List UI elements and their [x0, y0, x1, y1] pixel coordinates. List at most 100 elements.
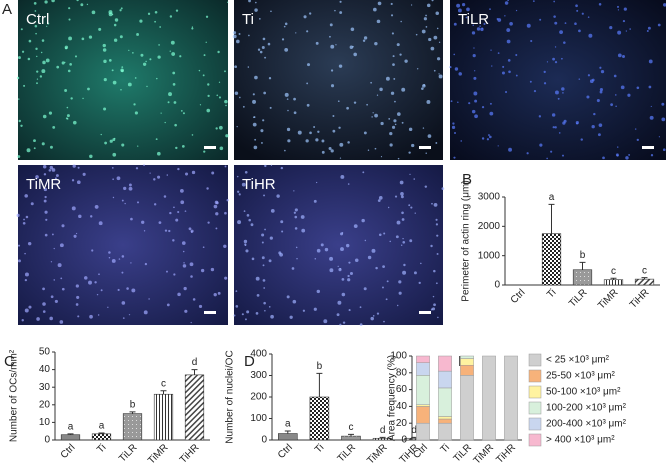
cell — [303, 15, 307, 19]
cell — [34, 24, 38, 28]
cell — [430, 244, 433, 248]
cell — [18, 119, 22, 123]
cell — [134, 111, 138, 115]
cell — [433, 69, 436, 72]
cell — [102, 48, 107, 52]
cell — [599, 66, 602, 69]
cell — [264, 228, 266, 231]
cell — [526, 23, 531, 28]
cell — [473, 76, 477, 80]
cell — [49, 165, 54, 170]
cell — [202, 74, 205, 77]
cell — [380, 156, 383, 158]
cell — [554, 21, 558, 25]
cell — [506, 39, 511, 44]
cell — [662, 148, 666, 152]
cell — [280, 220, 284, 224]
cell — [382, 265, 385, 268]
cell — [302, 309, 306, 312]
cell — [36, 82, 38, 85]
cell — [453, 22, 457, 26]
cell — [431, 202, 433, 205]
cell — [376, 94, 379, 96]
cell — [42, 114, 47, 119]
bar-segment — [438, 355, 452, 372]
cell — [180, 200, 185, 205]
cell — [276, 194, 280, 198]
cell — [136, 33, 139, 36]
y-tick-label: 60 — [396, 384, 408, 395]
cell — [218, 125, 223, 130]
cell — [252, 93, 255, 96]
cell — [262, 37, 266, 41]
cell — [414, 212, 416, 214]
cell — [489, 111, 494, 116]
cell — [286, 295, 290, 299]
cell — [262, 119, 265, 122]
x-tick-label: TiLR — [567, 287, 589, 309]
cell — [87, 87, 90, 91]
cell — [562, 92, 564, 94]
cell — [23, 218, 25, 221]
cell — [610, 103, 614, 107]
cell — [64, 89, 68, 92]
cell — [236, 126, 238, 128]
cell — [389, 143, 393, 147]
cell — [598, 3, 602, 6]
cell — [72, 164, 76, 168]
cell — [533, 90, 537, 93]
cell — [36, 78, 39, 80]
image-label: TiMR — [26, 176, 61, 193]
cell — [166, 174, 169, 176]
cell — [502, 65, 505, 68]
cell — [171, 52, 176, 56]
cell — [121, 271, 124, 274]
cell — [192, 298, 196, 301]
cell — [409, 173, 411, 175]
cell — [82, 172, 86, 176]
cell — [172, 239, 175, 242]
cell — [354, 258, 359, 262]
cell — [68, 18, 71, 21]
cell — [190, 275, 193, 278]
cell — [558, 132, 561, 134]
cell — [258, 17, 261, 20]
cell — [109, 139, 113, 143]
cell — [438, 74, 443, 79]
cell — [390, 2, 393, 6]
cell — [401, 87, 406, 92]
cell — [553, 15, 556, 18]
cell — [68, 36, 73, 41]
micrograph — [450, 0, 666, 160]
cell — [206, 187, 209, 190]
cell — [286, 98, 289, 100]
cell — [394, 195, 398, 198]
cell — [263, 91, 267, 95]
panel-label: D — [244, 353, 255, 370]
cell — [255, 183, 258, 187]
cell — [42, 165, 47, 169]
cell — [167, 101, 170, 104]
cell — [33, 147, 36, 150]
bar-segment — [504, 355, 518, 441]
cell — [126, 287, 129, 290]
cell — [430, 46, 435, 51]
cell — [182, 112, 185, 115]
cell — [321, 139, 325, 143]
cell — [574, 22, 577, 26]
cell — [363, 36, 368, 40]
cell — [402, 240, 406, 244]
cell — [435, 11, 440, 16]
cell — [286, 127, 291, 132]
cell — [21, 50, 25, 53]
cell — [628, 153, 631, 156]
y-axis-label: Perimeter of actin ring (μm) — [461, 180, 472, 301]
cell — [289, 315, 293, 319]
y-tick-label: 1000 — [478, 250, 501, 261]
cell — [284, 22, 288, 26]
cell — [131, 288, 136, 293]
cell — [337, 100, 340, 103]
cell — [487, 134, 490, 137]
annotation: c — [349, 422, 354, 433]
cell — [426, 100, 431, 104]
